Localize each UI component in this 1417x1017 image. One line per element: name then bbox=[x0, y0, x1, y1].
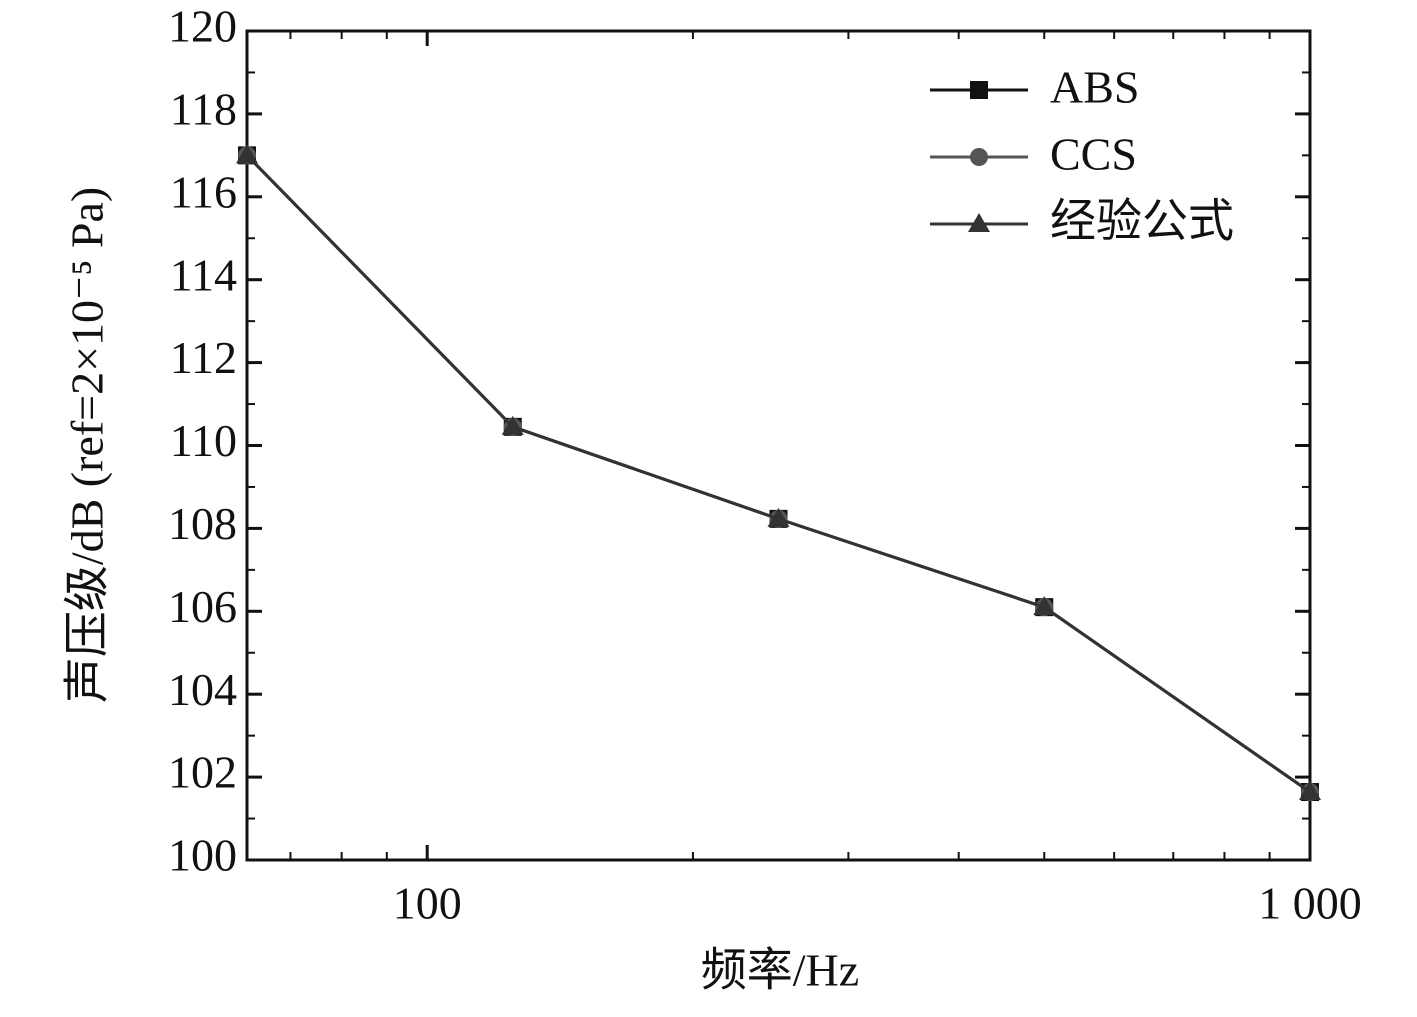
marker bbox=[1299, 781, 1321, 801]
y-tick-label: 104 bbox=[168, 664, 237, 715]
y-tick-label: 106 bbox=[168, 581, 237, 632]
series-line bbox=[245, 154, 1311, 794]
y-tick-label: 100 bbox=[168, 830, 237, 881]
marker bbox=[968, 213, 990, 232]
y-tick-label: 112 bbox=[170, 332, 237, 383]
y-tick-label: 108 bbox=[168, 498, 237, 549]
plot-frame bbox=[245, 29, 1312, 862]
series-line bbox=[245, 154, 1311, 794]
y-tick-label: 114 bbox=[170, 249, 237, 300]
marker bbox=[970, 148, 988, 166]
marker bbox=[236, 144, 258, 164]
y-tick-label: 118 bbox=[170, 83, 237, 134]
series-line bbox=[245, 154, 1311, 794]
y-tick-label: 116 bbox=[170, 166, 237, 217]
y-tick-label: 120 bbox=[168, 1, 237, 52]
legend-label: ABS bbox=[1050, 62, 1139, 113]
y-axis-label: 声压级/dB (ref=2×10⁻⁵ Pa) bbox=[62, 187, 113, 703]
legend-label: 经验公式 bbox=[1050, 196, 1234, 247]
marker bbox=[970, 81, 988, 99]
marker bbox=[501, 415, 524, 435]
x-tick-label: 1 000 bbox=[1258, 878, 1362, 929]
y-tick-label: 110 bbox=[170, 415, 237, 466]
marker bbox=[1033, 596, 1056, 616]
marker bbox=[767, 507, 790, 527]
y-tick-label: 102 bbox=[168, 747, 237, 798]
legend-label: CCS bbox=[1050, 129, 1137, 180]
x-axis-label: 频率/Hz bbox=[701, 945, 859, 996]
x-tick-label: 100 bbox=[393, 878, 462, 929]
